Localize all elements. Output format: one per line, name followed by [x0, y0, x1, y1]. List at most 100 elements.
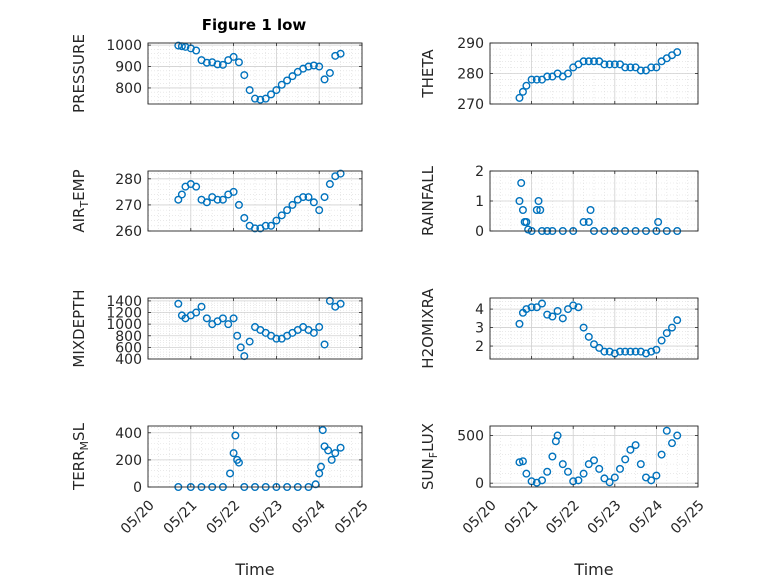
data-point	[256, 95, 265, 104]
data-point	[657, 450, 666, 459]
data-point	[315, 323, 324, 332]
axes-frame	[489, 425, 699, 488]
data-point	[652, 471, 661, 480]
y-axis-label: H2OMIXRA	[419, 288, 437, 369]
data-point	[584, 332, 593, 341]
data-point	[202, 314, 211, 323]
data-point	[558, 460, 567, 469]
data-point	[218, 195, 227, 204]
subplot-theta: 270 280 290 THETA	[419, 36, 699, 113]
data-point	[177, 190, 186, 199]
y-tick-label: 400	[115, 352, 142, 368]
data-point	[324, 446, 333, 455]
x-axis-label: Time	[234, 560, 274, 579]
data-point	[673, 316, 682, 325]
x-tick-label: 05/20	[460, 497, 500, 537]
data-point	[277, 80, 286, 89]
y-tick-label: 500	[457, 429, 484, 445]
data-point	[610, 60, 619, 69]
data-point	[652, 63, 661, 72]
data-point	[174, 41, 183, 50]
data-point	[579, 217, 588, 226]
y-tick-label: 1000	[106, 317, 142, 333]
y-tick-label: 1400	[106, 294, 142, 310]
data-point	[647, 347, 656, 356]
data-point	[636, 347, 645, 356]
data-point	[234, 458, 243, 467]
y-axis-label: THETA	[419, 49, 437, 99]
data-point	[636, 460, 645, 469]
y-tick-label: 3	[475, 321, 484, 337]
data-point	[320, 75, 329, 84]
data-point	[631, 441, 640, 450]
data-point	[605, 478, 614, 487]
data-point	[226, 469, 235, 478]
data-point	[534, 196, 543, 205]
data-point	[309, 198, 318, 207]
data-point	[621, 63, 630, 72]
data-point	[218, 60, 227, 69]
data-point	[673, 48, 682, 57]
data-point	[299, 193, 308, 202]
data-point	[668, 323, 677, 332]
y-tick-label: 280	[457, 67, 484, 83]
data-point	[600, 347, 609, 356]
data-point	[288, 200, 297, 209]
y-tick-label: 900	[115, 60, 142, 76]
data-point	[267, 221, 276, 230]
y-tick-label: 260	[115, 224, 142, 240]
y-tick-label: 1200	[106, 306, 142, 322]
x-axis-label: Time	[573, 560, 613, 579]
data-point	[515, 93, 524, 102]
x-tick-label: 05/21	[161, 497, 201, 537]
axes-frame	[147, 297, 363, 360]
data-point	[192, 308, 201, 317]
y-tick-label: 270	[457, 97, 484, 113]
y-axis-label: TERRMSL	[70, 422, 91, 491]
data-point	[245, 86, 254, 95]
data-point	[515, 319, 524, 328]
data-point	[518, 87, 527, 96]
y-axis-label: SUNFLUX	[419, 423, 440, 490]
data-point	[584, 217, 593, 226]
x-tick-label: 05/25	[668, 497, 708, 537]
data-point	[202, 58, 211, 67]
subplot-sun-flux: 0 500 05/20 05/21 05/22 05/23 05/24 05/25 Time SU…	[419, 423, 708, 579]
data-point	[315, 62, 324, 71]
data-point	[272, 86, 281, 95]
data-point	[616, 464, 625, 473]
x-tick-label: 05/24	[626, 497, 666, 537]
data-point	[543, 467, 552, 476]
data-point	[584, 460, 593, 469]
x-tick-label: 05/21	[502, 497, 542, 537]
data-point	[288, 72, 297, 81]
data-point	[621, 347, 630, 356]
data-point	[564, 305, 573, 314]
data-point	[336, 443, 345, 452]
subplot-air-temp: 260 270 280 AIRTEMP	[70, 169, 363, 240]
data-point	[518, 205, 527, 214]
data-point	[213, 195, 222, 204]
data-point	[336, 49, 345, 58]
data-point	[229, 314, 238, 323]
data-point	[229, 449, 238, 458]
data-point	[553, 306, 562, 315]
y-axis-label: AIRTEMP	[70, 169, 91, 232]
data-point	[590, 340, 599, 349]
data-point	[261, 221, 270, 230]
data-point	[636, 66, 645, 75]
data-point	[202, 198, 211, 207]
data-point	[647, 476, 656, 485]
data-point	[536, 205, 545, 214]
figure-title: Figure 1 low	[202, 16, 307, 34]
y-tick-label: 800	[115, 81, 142, 97]
subplot-terr-msl: 0 200 400 05/20 05/21 05/22 05/23 05/24 05/25 Tim…	[70, 422, 372, 579]
data-point	[320, 193, 329, 202]
data-point	[522, 81, 531, 90]
y-tick-label: 280	[115, 172, 142, 188]
data-point	[595, 464, 604, 473]
y-axis-label: PRESSURE	[70, 34, 88, 113]
data-point	[586, 205, 595, 214]
data-point	[605, 347, 614, 356]
data-point	[234, 58, 243, 67]
